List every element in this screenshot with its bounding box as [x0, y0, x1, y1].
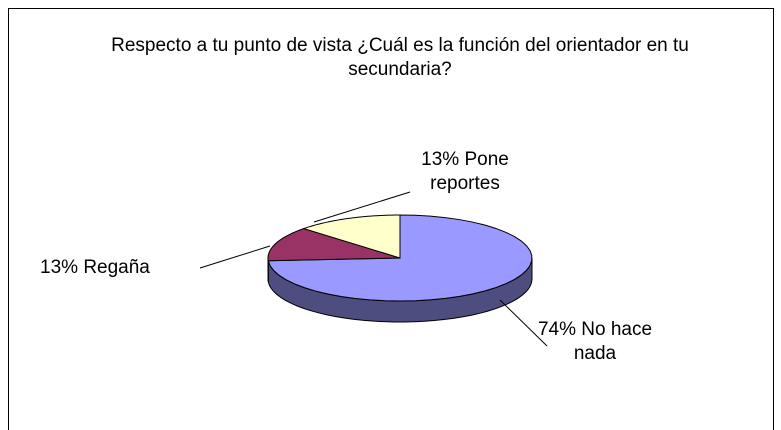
pie-slice	[267, 228, 401, 262]
category-label: No hace nada	[573, 319, 653, 364]
leader-line	[313, 191, 411, 223]
data-label: 74% No hace nada	[530, 318, 660, 366]
value-label: 13%	[421, 149, 460, 170]
value-label: 74%	[537, 319, 576, 340]
category-label: Regaña	[83, 257, 150, 278]
chart-title: Respecto a tu punto de vista ¿Cuál es la…	[111, 35, 689, 80]
data-label: 13% Pone reportes	[400, 148, 530, 196]
data-label: 13% Regaña	[40, 256, 210, 280]
value-label: 13%	[40, 257, 79, 278]
category-label: Pone reportes	[430, 149, 509, 194]
chart-frame	[8, 8, 774, 430]
pie-slice	[302, 214, 401, 259]
leader-line	[199, 245, 271, 269]
leader-line	[499, 299, 548, 347]
